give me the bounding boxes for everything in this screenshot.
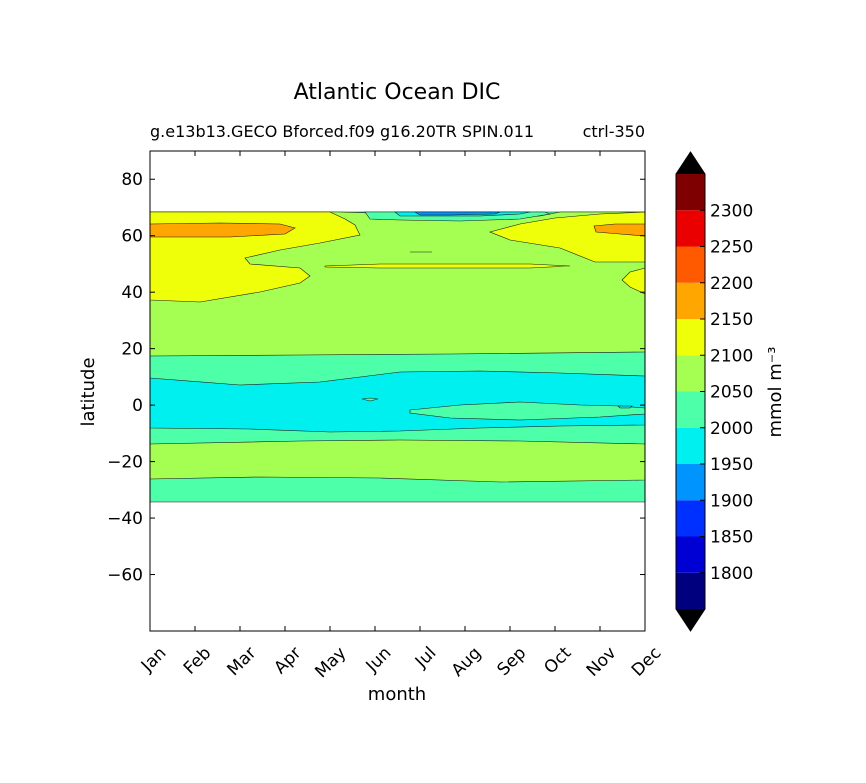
colorbar-tick-label: 1950 [710, 455, 753, 475]
chart-title: Atlantic Ocean DIC [294, 80, 501, 105]
y-tick-label: −60 [107, 566, 143, 586]
contour-region-2150-2200-west [150, 222, 296, 238]
colorbar-swatch [676, 391, 705, 428]
x-tick-label: Dec [628, 643, 665, 680]
colorbar-swatch [676, 174, 705, 211]
y-tick-label: 60 [121, 227, 143, 247]
plot-frame [149, 150, 646, 632]
colorbar-extend-min [676, 609, 705, 631]
y-tick-label: 40 [121, 283, 143, 303]
y-tick-label: −40 [107, 509, 143, 529]
colorbar-swatch [676, 572, 705, 609]
colorbar-swatch [676, 427, 705, 464]
y-tick-label: 80 [121, 170, 143, 190]
contour-region-2150-2200-east [593, 223, 645, 237]
colorbar-swatch [676, 500, 705, 537]
x-tick-label: Oct [540, 643, 575, 678]
colorbar-tick-label: 2250 [710, 238, 753, 258]
contour-region-2050-2100-south [150, 439, 645, 483]
x-tick-label: Sep [494, 643, 531, 680]
x-tick-label: Aug [448, 643, 486, 681]
x-tick-label: Jun [362, 643, 396, 677]
colorbar-tick-label: 2200 [710, 274, 753, 294]
colorbar-tick-label: 2100 [710, 346, 753, 366]
x-tick-label: Nov [583, 643, 621, 681]
y-tick-label: 20 [121, 340, 143, 360]
x-tick-label: Feb [180, 643, 215, 678]
colorbar-label: mmol m⁻³ [765, 346, 786, 437]
x-tick-label: Apr [270, 643, 305, 678]
y-axis-label: latitude [78, 357, 99, 426]
colorbar-swatch [676, 355, 705, 392]
colorbar-tick-label: 2050 [710, 383, 753, 403]
colorbar-swatch [676, 246, 705, 283]
x-tick-label: Jul [411, 643, 440, 672]
y-axis: 80 60 40 20 0 −20 −40 −60 [107, 170, 645, 586]
contour-island-equator [361, 397, 379, 402]
colorbar-tick-label: 1900 [710, 491, 753, 511]
colorbar-swatch [676, 282, 705, 319]
colorbar-tick-label: 2300 [710, 201, 753, 221]
colorbar-swatch [676, 319, 705, 356]
colorbar: 1800 1850 1900 1950 2000 2050 2100 2150 2200 2250… [675, 151, 753, 632]
x-axis-label: month [368, 684, 426, 705]
y-tick-label: −20 [107, 453, 143, 473]
contour-region-2100-2150-streak [324, 263, 571, 269]
colorbar-outline [675, 151, 706, 632]
colorbar-tick-label: 1800 [710, 564, 753, 584]
y-tick-label: 0 [132, 396, 143, 416]
colorbar-tick-label: 1850 [710, 528, 753, 548]
contour-field [150, 211, 645, 503]
chart-subtitle-right: ctrl-350 [583, 122, 645, 141]
x-tick-label: May [311, 643, 350, 682]
colorbar-tick-label: 2150 [710, 310, 753, 330]
contour-region-2000-2050-tongue [409, 401, 645, 421]
colorbar-swatch [676, 210, 705, 247]
x-tick-label: Jan [137, 643, 170, 676]
colorbar-swatch [676, 464, 705, 501]
chart-subtitle-left: g.e13b13.GECO Bforced.f09 g16.20TR SPIN.… [150, 122, 534, 141]
colorbar-extend-max [676, 152, 705, 174]
colorbar-swatch [676, 536, 705, 573]
x-tick-label: Mar [224, 643, 261, 680]
contour-region-1900-1950-north [413, 211, 501, 216]
colorbar-tick-label: 2000 [710, 419, 753, 439]
contour-island-east [617, 405, 633, 409]
